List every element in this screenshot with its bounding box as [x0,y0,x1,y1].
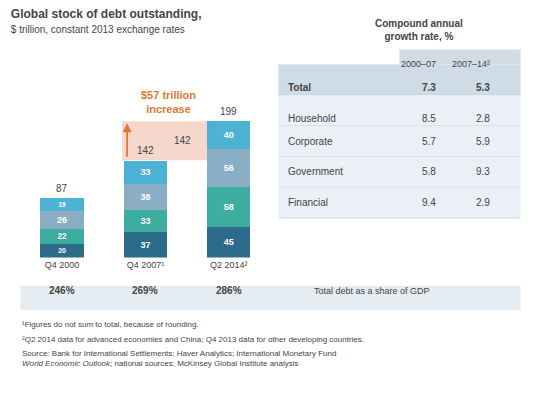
svg-text:¹Figures do not sum to total,: ¹Figures do not sum to total, because of… [22,320,199,329]
svg-text:Government: Government [288,166,343,177]
svg-text:Total: Total [288,82,311,93]
svg-text:22: 22 [58,232,68,241]
svg-text:5.9: 5.9 [476,136,490,147]
svg-text:142: 142 [174,135,191,146]
svg-text:Financial: Financial [288,197,328,208]
svg-text:5.8: 5.8 [422,166,436,177]
svg-text:Q4 2007¹: Q4 2007¹ [127,260,165,270]
svg-text:199: 199 [220,106,237,117]
svg-text:Total debt as a share of GDP: Total debt as a share of GDP [314,286,430,296]
svg-text:5.3: 5.3 [476,82,490,93]
svg-text:45: 45 [224,237,234,247]
svg-text:7.3: 7.3 [422,82,436,93]
svg-text:Compound annualgrowth rate, %: Compound annualgrowth rate, % [375,18,463,42]
svg-text:Household: Household [288,113,336,124]
svg-text:9.3: 9.3 [476,166,490,177]
svg-text:Corporate: Corporate [288,136,333,147]
svg-text:142: 142 [137,145,154,156]
svg-text:38: 38 [140,192,150,202]
svg-text:2000–07: 2000–07 [401,59,436,69]
svg-text:246%: 246% [49,285,75,296]
svg-text:Global stock of debt outstandi: Global stock of debt outstanding,$ trill… [11,7,202,36]
svg-text:37: 37 [140,240,150,250]
svg-text:2007–14²: 2007–14² [452,59,490,69]
svg-text:58: 58 [224,202,234,212]
svg-text:8.5: 8.5 [422,113,436,124]
svg-text:56: 56 [224,163,234,173]
svg-text:2.8: 2.8 [476,113,490,124]
svg-text:33: 33 [140,216,150,226]
svg-text:19: 19 [59,201,67,208]
svg-text:9.4: 9.4 [422,197,436,208]
svg-text:20: 20 [58,247,66,254]
svg-text:2.9: 2.9 [476,197,490,208]
svg-text:Q2 2014²: Q2 2014² [210,260,248,270]
svg-text:33: 33 [140,167,150,177]
svg-text:40: 40 [224,130,234,140]
svg-text:Q4 2000: Q4 2000 [45,260,80,270]
svg-text:286%: 286% [216,285,242,296]
svg-text:26: 26 [57,215,67,225]
svg-text:269%: 269% [132,285,158,296]
svg-text:5.7: 5.7 [422,136,436,147]
svg-text:$57 trillionincrease: $57 trillionincrease [141,89,196,115]
svg-text:87: 87 [56,183,68,194]
svg-text:Source: Bank for International: Source: Bank for International Settlemen… [22,349,339,368]
svg-text:²Q2 2014 data for advanced eco: ²Q2 2014 data for advanced economies and… [22,335,364,344]
